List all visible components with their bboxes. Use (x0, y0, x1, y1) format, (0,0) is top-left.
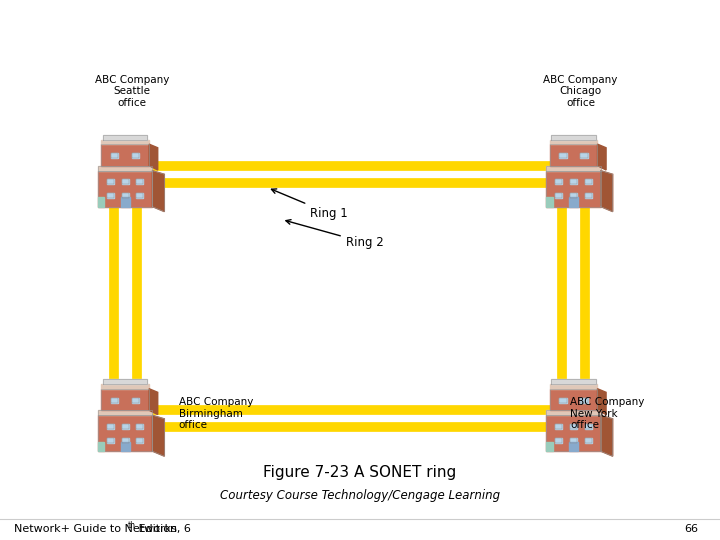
Polygon shape (585, 179, 592, 184)
Polygon shape (102, 384, 149, 389)
Polygon shape (570, 193, 577, 198)
Polygon shape (98, 410, 153, 415)
Polygon shape (549, 389, 598, 410)
Polygon shape (546, 410, 600, 415)
Polygon shape (555, 423, 562, 429)
Polygon shape (569, 197, 578, 207)
Polygon shape (153, 415, 164, 456)
Text: Figure 7-23 A SONET ring: Figure 7-23 A SONET ring (264, 464, 456, 480)
Polygon shape (103, 380, 147, 384)
Polygon shape (98, 442, 104, 451)
Polygon shape (549, 384, 598, 389)
Polygon shape (136, 179, 143, 184)
Polygon shape (107, 438, 114, 443)
Polygon shape (121, 197, 130, 207)
Polygon shape (555, 438, 562, 443)
Polygon shape (98, 415, 153, 451)
Polygon shape (569, 442, 578, 451)
Polygon shape (122, 438, 129, 443)
Polygon shape (132, 397, 139, 403)
Polygon shape (149, 144, 158, 170)
Polygon shape (559, 397, 567, 403)
Polygon shape (580, 397, 588, 403)
Polygon shape (107, 193, 114, 198)
Polygon shape (570, 423, 577, 429)
Polygon shape (552, 380, 595, 384)
Polygon shape (585, 438, 592, 443)
Polygon shape (555, 193, 562, 198)
Polygon shape (585, 193, 592, 198)
Polygon shape (546, 442, 553, 451)
Polygon shape (136, 193, 143, 198)
Polygon shape (136, 423, 143, 429)
Polygon shape (580, 153, 588, 158)
Polygon shape (546, 166, 600, 171)
Polygon shape (102, 389, 149, 410)
Polygon shape (559, 153, 567, 158)
Polygon shape (122, 423, 129, 429)
Text: th: th (128, 521, 136, 530)
Text: ABC Company
Birmingham
office: ABC Company Birmingham office (179, 397, 253, 430)
Text: Network+ Guide to Networks, 6: Network+ Guide to Networks, 6 (14, 523, 192, 534)
Polygon shape (549, 144, 598, 166)
Polygon shape (107, 423, 114, 429)
Polygon shape (102, 140, 149, 144)
Text: Edition: Edition (135, 523, 178, 534)
Polygon shape (98, 171, 153, 207)
Polygon shape (585, 423, 592, 429)
Polygon shape (598, 144, 606, 170)
Polygon shape (121, 442, 130, 451)
Polygon shape (103, 135, 147, 140)
Polygon shape (570, 179, 577, 184)
Polygon shape (555, 179, 562, 184)
Polygon shape (552, 135, 595, 140)
Text: 66: 66 (685, 523, 698, 534)
Polygon shape (98, 197, 104, 207)
Polygon shape (132, 153, 139, 158)
Polygon shape (600, 415, 613, 456)
Polygon shape (549, 140, 598, 144)
Polygon shape (600, 171, 613, 212)
Polygon shape (570, 438, 577, 443)
Polygon shape (546, 197, 553, 207)
Text: ABC Company
Seattle
office: ABC Company Seattle office (95, 75, 169, 108)
Polygon shape (149, 389, 158, 415)
Polygon shape (546, 171, 600, 207)
Text: Ring 2: Ring 2 (286, 220, 384, 249)
Text: ABC Company
Chicago
office: ABC Company Chicago office (544, 75, 618, 108)
Polygon shape (546, 415, 600, 451)
Polygon shape (598, 389, 606, 415)
Polygon shape (111, 153, 118, 158)
Polygon shape (136, 438, 143, 443)
Polygon shape (122, 179, 129, 184)
Text: Ring 1: Ring 1 (271, 189, 348, 220)
Text: Courtesy Course Technology/Cengage Learning: Courtesy Course Technology/Cengage Learn… (220, 489, 500, 502)
Polygon shape (122, 193, 129, 198)
Text: ABC Company
New York
office: ABC Company New York office (570, 397, 644, 430)
Polygon shape (153, 171, 164, 212)
Polygon shape (98, 166, 153, 171)
Polygon shape (107, 179, 114, 184)
Polygon shape (102, 144, 149, 166)
Polygon shape (111, 397, 118, 403)
